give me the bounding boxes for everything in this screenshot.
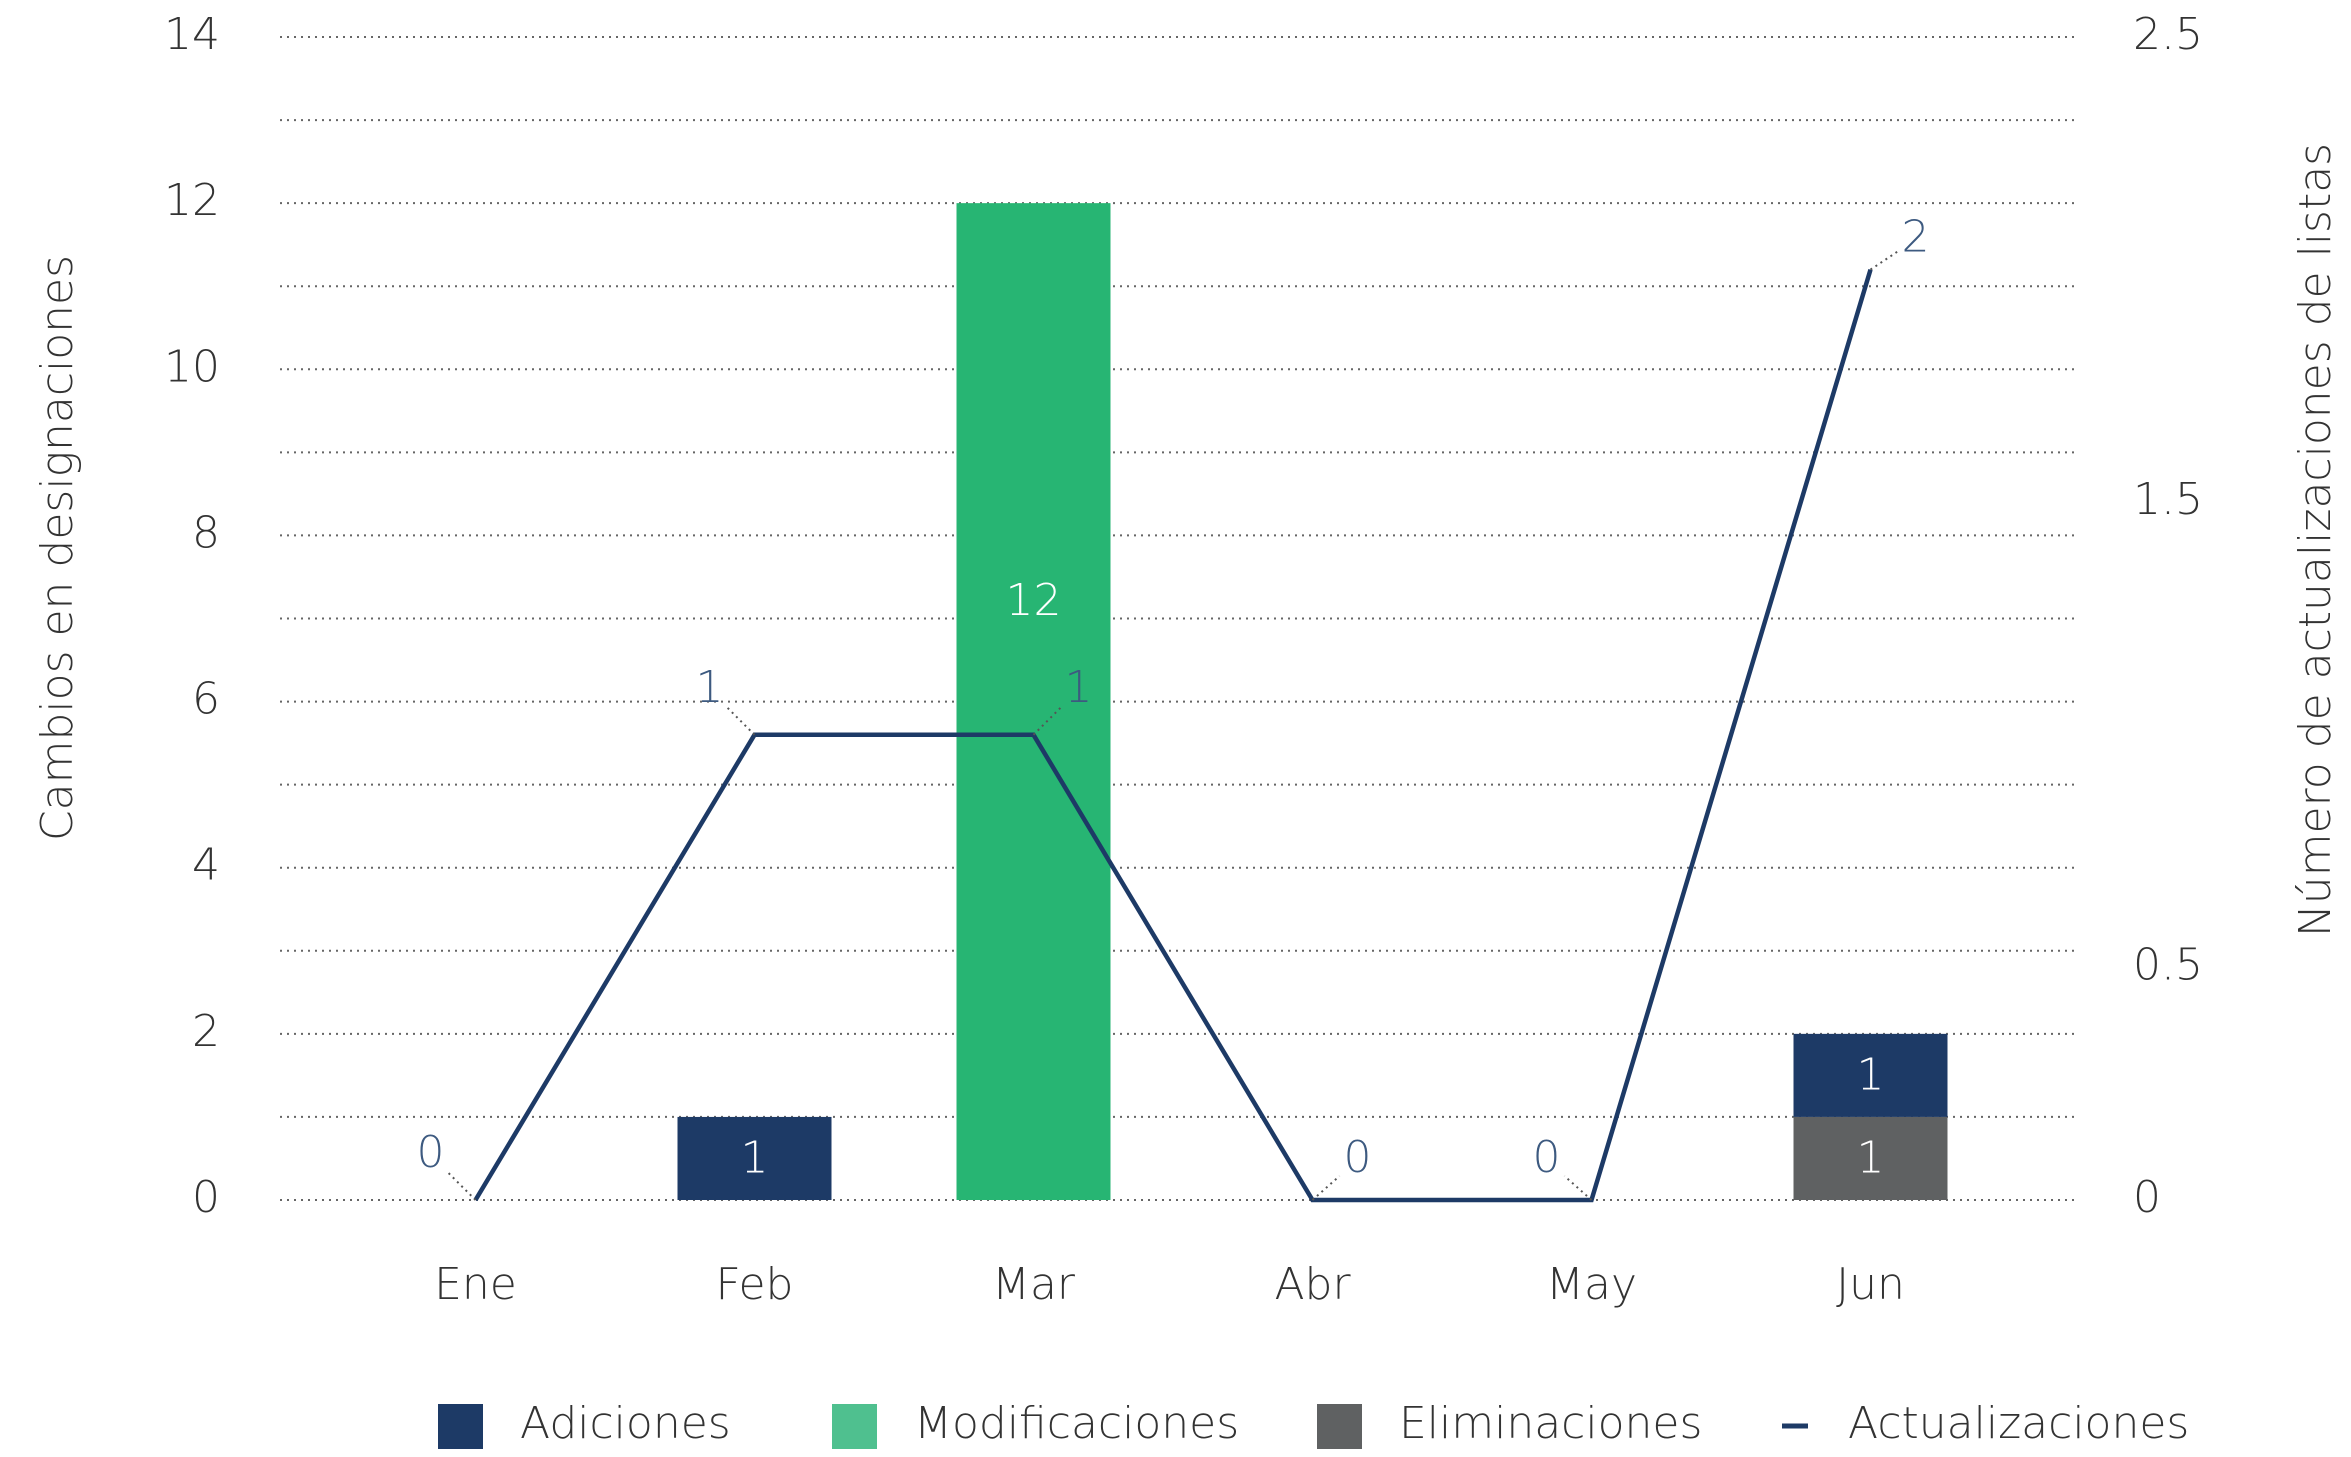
line-label: 2 xyxy=(1902,212,1930,263)
legend-label: Modificaciones xyxy=(914,1398,1239,1449)
line-label: 0 xyxy=(1344,1132,1372,1183)
leader-line xyxy=(1563,1175,1593,1201)
leader-line xyxy=(726,707,756,736)
line-label: 0 xyxy=(417,1127,445,1178)
leader-line xyxy=(447,1172,477,1201)
x-tick-label: Abr xyxy=(1274,1259,1351,1310)
y-axis-title: Cambios en designaciones xyxy=(32,255,83,841)
line xyxy=(473,268,1873,1203)
bar-label: 12 xyxy=(1006,575,1062,626)
legend-label: Eliminaciones xyxy=(1399,1398,1702,1449)
x-tick-label: Jun xyxy=(1836,1259,1905,1310)
y-tick-label: 2 xyxy=(192,1006,220,1057)
y-tick-label: 4 xyxy=(192,840,220,891)
legend-swatch xyxy=(832,1404,877,1449)
y2-tick-label: 0.5 xyxy=(2133,939,2203,990)
bar xyxy=(1793,1033,1948,1117)
leader-line xyxy=(1311,1175,1341,1201)
leader-line xyxy=(1032,707,1062,736)
y-tick-label: 0 xyxy=(192,1172,220,1223)
y2-tick-label: 2.5 xyxy=(2133,9,2203,60)
legend-label: Actualizaciones xyxy=(1848,1398,2189,1449)
line-label: 1 xyxy=(1065,662,1093,713)
x-tick-label: Ene xyxy=(434,1259,517,1310)
legend-swatch xyxy=(438,1404,483,1449)
legend-swatch xyxy=(1317,1404,1362,1449)
bar xyxy=(1793,1116,1948,1200)
y2-axis-title: Número de actualizaciones de listas xyxy=(2290,143,2341,937)
line-label: 0 xyxy=(1533,1132,1561,1183)
y2-tick-label: 0 xyxy=(2133,1172,2161,1223)
y-tick-label: 12 xyxy=(164,175,220,226)
bar-label: 1 xyxy=(1857,1132,1885,1183)
y-tick-label: 10 xyxy=(164,341,220,392)
legend-label: Adiciones xyxy=(520,1398,731,1449)
bar-label: 1 xyxy=(741,1132,769,1183)
y-tick-label: 6 xyxy=(192,674,220,725)
bar xyxy=(677,1116,832,1200)
y-tick-label: 14 xyxy=(164,9,220,60)
leader-line xyxy=(1869,250,1899,271)
bar-label: 1 xyxy=(1857,1049,1885,1100)
line-label: 1 xyxy=(696,662,724,713)
x-tick-label: Feb xyxy=(716,1259,794,1310)
x-tick-label: May xyxy=(1546,1259,1637,1310)
x-tick-label: Mar xyxy=(992,1259,1076,1310)
y2-tick-label: 1.5 xyxy=(2133,474,2203,525)
bar xyxy=(956,203,1111,1201)
y-tick-label: 8 xyxy=(192,507,220,558)
